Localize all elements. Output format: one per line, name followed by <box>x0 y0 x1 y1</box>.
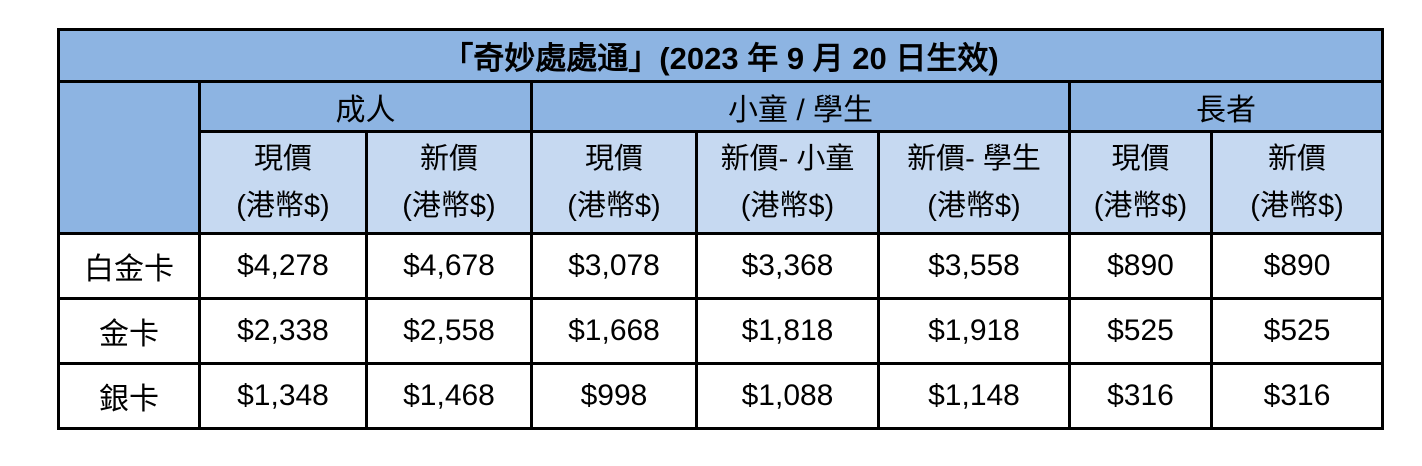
subheader-adult-new: 新價 (港幣$) <box>365 130 533 235</box>
price-cell: $3,368 <box>695 232 880 300</box>
price-cell: $2,338 <box>198 297 368 365</box>
subheader-line2: (港幣$) <box>1093 189 1188 222</box>
price-cell: $1,348 <box>198 362 368 430</box>
group-header-adult: 成人 <box>198 80 533 133</box>
row-label-silver: 銀卡 <box>57 362 201 430</box>
price-cell: $3,078 <box>530 232 698 300</box>
subheader-student-new: 新價- 學生 (港幣$) <box>877 130 1071 235</box>
subheader-senior-current: 現價 (港幣$) <box>1068 130 1213 235</box>
subheader-line1: 新價- 小童 <box>720 142 855 175</box>
subheader-child-new: 新價- 小童 (港幣$) <box>695 130 880 235</box>
price-cell: $1,918 <box>877 297 1071 365</box>
subheader-line2: (港幣$) <box>236 189 330 222</box>
subheader-line2: (港幣$) <box>402 189 496 222</box>
subheader-child-current: 現價 (港幣$) <box>530 130 698 235</box>
price-cell: $890 <box>1068 232 1213 300</box>
price-cell: $1,818 <box>695 297 880 365</box>
table-row-platinum: 白金卡 $4,278 $4,678 $3,078 $3,368 $3,558 $… <box>57 232 1385 300</box>
table-row-gold: 金卡 $2,338 $2,558 $1,668 $1,818 $1,918 $5… <box>57 297 1385 365</box>
price-cell: $2,558 <box>365 297 533 365</box>
table-title: 「奇妙處處通」(2023 年 9 月 20 日生效) <box>56 28 1385 83</box>
subheader-line1: 現價 <box>253 142 312 175</box>
price-cell: $4,278 <box>198 232 368 300</box>
row-label-gold: 金卡 <box>57 297 201 365</box>
subheader-adult-current: 現價 (港幣$) <box>198 130 368 235</box>
subheader-senior-new: 新價 (港幣$) <box>1209 130 1385 235</box>
group-header-senior: 長者 <box>1067 80 1385 133</box>
subheader-line1: 新價 <box>1268 142 1327 175</box>
subheader-line1: 現價 <box>1111 142 1170 175</box>
group-header-child-student: 小童 / 學生 <box>530 80 1071 133</box>
subheader-line2: (港幣$) <box>567 189 661 222</box>
price-cell: $4,678 <box>365 232 533 300</box>
subheader-line1: 新價- 學生 <box>907 142 1041 175</box>
table-row-silver: 銀卡 $1,348 $1,468 $998 $1,088 $1,148 $316… <box>57 362 1385 430</box>
price-cell: $316 <box>1209 362 1385 430</box>
row-label-platinum: 白金卡 <box>57 232 201 300</box>
corner-cell <box>57 80 201 235</box>
price-cell: $890 <box>1209 232 1385 300</box>
price-cell: $1,148 <box>877 362 1071 430</box>
price-cell: $316 <box>1068 362 1213 430</box>
price-cell: $1,468 <box>365 362 533 430</box>
subheader-line2: (港幣$) <box>1250 189 1344 222</box>
price-cell: $525 <box>1068 297 1213 365</box>
subheader-line2: (港幣$) <box>927 189 1021 222</box>
subheader-line1: 現價 <box>584 142 643 175</box>
subheader-line1: 新價 <box>419 142 478 175</box>
price-cell: $1,088 <box>695 362 880 430</box>
price-cell: $525 <box>1209 297 1385 365</box>
price-cell: $3,558 <box>877 232 1071 300</box>
price-cell: $1,668 <box>530 297 698 365</box>
subheader-line2: (港幣$) <box>740 189 835 222</box>
price-cell: $998 <box>530 362 698 430</box>
magic-access-price-table: 「奇妙處處通」(2023 年 9 月 20 日生效) 成人 小童 / 學生 長者… <box>56 28 1385 430</box>
